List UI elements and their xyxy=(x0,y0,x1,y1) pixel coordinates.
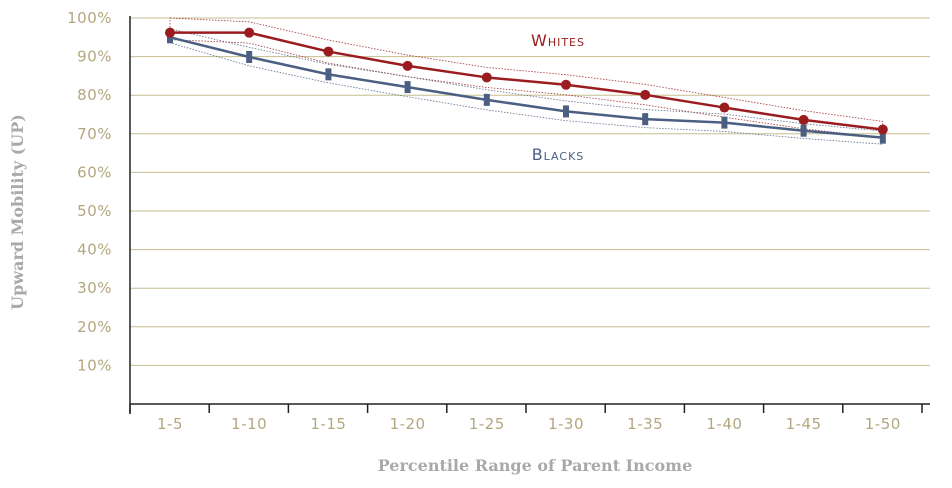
y-tick-labels: 10% 20% 30% 40% 50% 60% 70% 80% 90% 100% xyxy=(67,9,112,374)
series-label-whites: Whites xyxy=(531,31,585,50)
data-point-whites xyxy=(798,114,809,125)
y-tick-label: 60% xyxy=(77,163,112,181)
data-point-blacks xyxy=(483,93,490,106)
data-point-blacks xyxy=(325,68,332,81)
data-point-blacks xyxy=(246,50,253,63)
y-axis-title: Upward Mobility (UP) xyxy=(8,114,27,310)
series-line-whites xyxy=(170,31,883,131)
y-tick-label: 90% xyxy=(77,48,112,66)
x-tick-label: 1-50 xyxy=(865,415,901,433)
data-point-whites xyxy=(640,89,651,100)
x-tick-label: 1-35 xyxy=(627,415,663,433)
data-point-blacks xyxy=(404,81,411,94)
confidence-bands xyxy=(169,17,884,145)
y-tick-label: 10% xyxy=(77,356,112,374)
data-point-whites xyxy=(244,27,255,38)
x-tick-label: 1-25 xyxy=(469,415,505,433)
y-tick-label: 40% xyxy=(77,241,112,259)
data-point-whites xyxy=(481,72,492,83)
data-point-whites xyxy=(877,124,888,135)
y-tick-label: 100% xyxy=(67,9,112,27)
x-tick-label: 1-5 xyxy=(157,415,183,433)
series-labels: Whites Blacks xyxy=(531,31,585,164)
data-point-whites xyxy=(165,27,175,38)
y-tick-label: 70% xyxy=(77,125,112,143)
data-point-whites xyxy=(561,79,571,90)
data-point-blacks xyxy=(642,113,649,126)
data-point-blacks xyxy=(879,131,886,144)
x-tick-label: 1-10 xyxy=(231,415,267,433)
series-markers xyxy=(165,27,888,144)
y-tick-label: 20% xyxy=(77,318,112,336)
data-point-blacks xyxy=(721,116,728,129)
x-tick-labels: 1-5 1-10 1-15 1-20 1-25 1-30 1-35 1-40 1-45 1-50 xyxy=(157,415,901,433)
data-point-whites xyxy=(719,102,730,113)
x-tick-label: 1-40 xyxy=(706,415,742,433)
x-tick-label: 1-15 xyxy=(310,415,346,433)
x-tick-label: 1-30 xyxy=(548,415,584,433)
data-point-blacks xyxy=(563,105,569,118)
confidence-band-whites xyxy=(169,17,884,139)
series-lines xyxy=(169,31,883,139)
data-point-blacks xyxy=(800,124,807,137)
y-tick-label: 80% xyxy=(77,86,112,104)
x-axis-title: Percentile Range of Parent Income xyxy=(378,456,693,475)
y-tick-label: 50% xyxy=(77,202,112,220)
series-line-blacks xyxy=(169,36,883,139)
data-point-whites xyxy=(402,60,413,71)
y-tick-label: 30% xyxy=(77,279,112,297)
x-tick-label: 1-20 xyxy=(390,415,426,433)
data-point-whites xyxy=(323,46,334,57)
x-tick-label: 1-45 xyxy=(786,415,822,433)
axes xyxy=(129,16,930,414)
series-label-blacks: Blacks xyxy=(532,145,585,164)
gridlines xyxy=(130,17,930,366)
